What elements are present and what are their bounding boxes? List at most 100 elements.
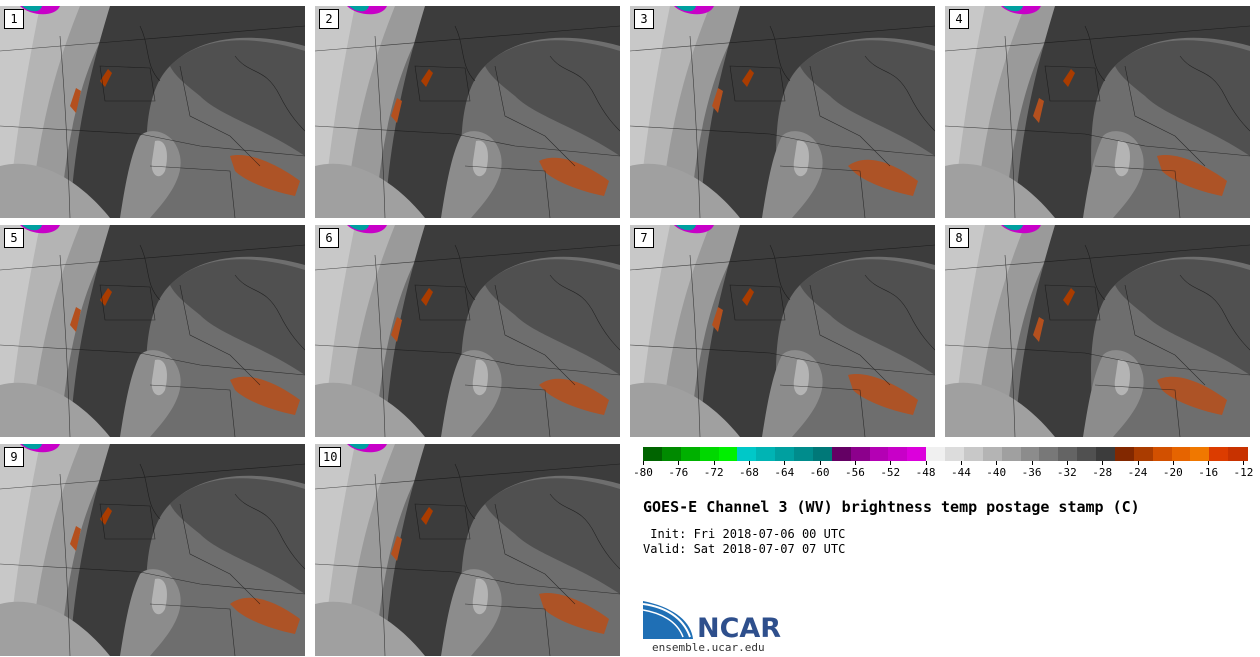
colorbar-tick xyxy=(890,461,892,465)
colorbar-segment xyxy=(1058,447,1078,461)
colorbar-tick xyxy=(713,461,715,465)
colorbar-label: -24 xyxy=(1127,466,1148,479)
colorbar-segment xyxy=(850,447,870,461)
colorbar-label: -16 xyxy=(1198,466,1219,479)
wv-map xyxy=(315,225,620,437)
colorbar-label: -68 xyxy=(739,466,759,479)
colorbar xyxy=(643,447,1248,465)
colorbar-segment xyxy=(1190,447,1210,461)
colorbar-tick xyxy=(1137,461,1139,465)
panel-number: 2 xyxy=(319,9,339,29)
panel-number: 7 xyxy=(634,228,654,248)
colorbar-label: -56 xyxy=(844,466,865,479)
colorbar-segment xyxy=(907,447,927,461)
colorbar-tick xyxy=(925,461,927,465)
colorbar-segment xyxy=(699,447,719,461)
colorbar-tick xyxy=(996,461,998,465)
colorbar-segment xyxy=(982,447,1003,461)
colorbar-tick xyxy=(819,461,821,465)
colorbar-tick xyxy=(1102,461,1104,465)
colorbar-tick xyxy=(1208,461,1210,465)
colorbar-segment xyxy=(945,447,965,461)
wv-map xyxy=(0,6,305,218)
panel-number: 10 xyxy=(319,447,342,467)
colorbar-segment xyxy=(794,447,814,461)
map-panel-6: 6 xyxy=(315,225,620,437)
wv-map xyxy=(0,225,305,437)
panel-number: 6 xyxy=(319,228,339,248)
init-time: Init: Fri 2018-07-06 00 UTC xyxy=(643,527,846,541)
colorbar-tick xyxy=(1172,461,1174,465)
colorbar-segment xyxy=(1133,447,1154,461)
colorbar-segment xyxy=(812,447,833,461)
colorbar-label: -12 xyxy=(1233,466,1254,479)
wv-map xyxy=(945,225,1250,437)
colorbar-segment xyxy=(680,447,701,461)
wv-map xyxy=(630,6,935,218)
map-panel-2: 2 xyxy=(315,6,620,218)
colorbar-label: -32 xyxy=(1056,466,1077,479)
colorbar-segment xyxy=(888,447,908,461)
colorbar-segment xyxy=(756,447,776,461)
colorbar-segment xyxy=(963,447,984,461)
colorbar-segment xyxy=(1209,447,1229,461)
colorbar-segment xyxy=(1001,447,1021,461)
colorbar-tick xyxy=(678,461,680,465)
wv-map xyxy=(315,444,620,656)
panel-number: 9 xyxy=(4,447,24,467)
map-panel-7: 7 xyxy=(630,225,935,437)
colorbar-segment xyxy=(661,447,682,461)
colorbar-segment xyxy=(718,447,738,461)
map-panel-3: 3 xyxy=(630,6,935,218)
colorbar-label: -44 xyxy=(950,466,971,479)
map-panel-8: 8 xyxy=(945,225,1250,437)
colorbar-tick xyxy=(960,461,962,465)
panel-number: 1 xyxy=(4,9,24,29)
panel-number: 3 xyxy=(634,9,654,29)
colorbar-segment xyxy=(926,447,946,461)
colorbar-segment xyxy=(643,447,663,461)
map-panel-5: 5 xyxy=(0,225,305,437)
colorbar-label: -40 xyxy=(986,466,1007,479)
wv-map xyxy=(0,444,305,656)
map-panel-1: 1 xyxy=(0,6,305,218)
colorbar-tick xyxy=(1066,461,1068,465)
wv-map xyxy=(315,6,620,218)
panel-number: 5 xyxy=(4,228,24,248)
colorbar-tick xyxy=(854,461,856,465)
colorbar-segment xyxy=(1039,447,1059,461)
colorbar-segment xyxy=(775,447,795,461)
colorbar-label: -36 xyxy=(1021,466,1042,479)
colorbar-tick xyxy=(784,461,786,465)
colorbar-label: -52 xyxy=(880,466,901,479)
map-panel-9: 9 xyxy=(0,444,305,656)
map-panel-4: 4 xyxy=(945,6,1250,218)
colorbar-label: -72 xyxy=(703,466,724,479)
colorbar-label: -20 xyxy=(1162,466,1183,479)
wv-map xyxy=(945,6,1250,218)
colorbar-segment xyxy=(1077,447,1097,461)
colorbar-segment xyxy=(1152,447,1172,461)
logo-wordmark: NCAR xyxy=(697,613,782,644)
colorbar-segment xyxy=(1096,447,1116,461)
colorbar-segment xyxy=(831,447,852,461)
colorbar-tick xyxy=(1031,461,1033,465)
ncar-logo-icon xyxy=(643,601,693,639)
colorbar-segment xyxy=(1114,447,1135,461)
colorbar-segment xyxy=(1228,447,1248,461)
wv-map xyxy=(630,225,935,437)
colorbar-segment xyxy=(1171,447,1191,461)
map-panel-10: 10 xyxy=(315,444,620,656)
colorbar-label: -64 xyxy=(774,466,795,479)
colorbar-segment xyxy=(1020,447,1040,461)
colorbar-label: -60 xyxy=(809,466,830,479)
colorbar-tick xyxy=(1243,461,1245,465)
panel-number: 8 xyxy=(949,228,969,248)
logo-url: ensemble.ucar.edu xyxy=(652,641,765,654)
chart-title: GOES-E Channel 3 (WV) brightness temp po… xyxy=(643,498,1140,516)
panel-number: 4 xyxy=(949,9,969,29)
valid-time: Valid: Sat 2018-07-07 07 UTC xyxy=(643,542,846,556)
colorbar-tick xyxy=(748,461,750,465)
colorbar-segment xyxy=(737,447,757,461)
colorbar-label: -76 xyxy=(668,466,689,479)
